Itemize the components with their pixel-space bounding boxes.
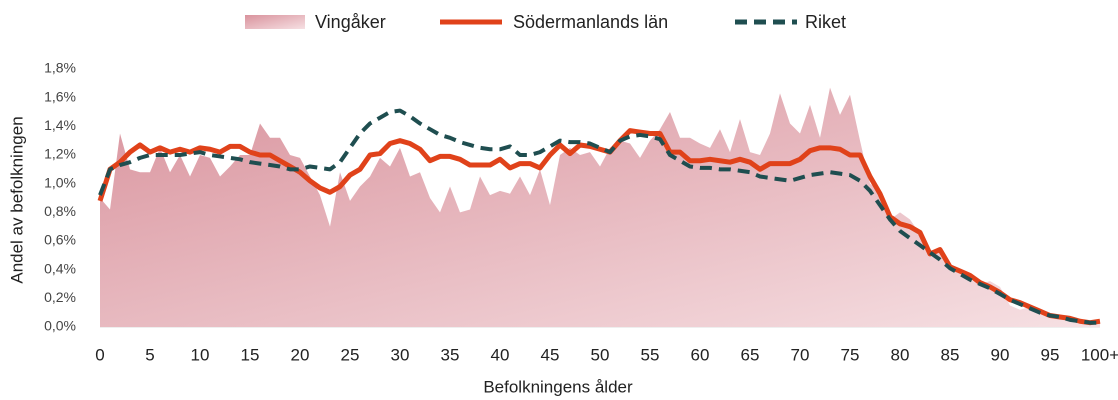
x-tick-label: 0 xyxy=(95,345,104,364)
x-tick-label: 5 xyxy=(145,345,154,364)
x-tick-label: 35 xyxy=(441,345,460,364)
x-tick-label: 10 xyxy=(191,345,210,364)
legend-label: Vingåker xyxy=(315,12,386,32)
y-tick-label: 0,6% xyxy=(44,232,76,248)
y-tick-label: 1,4% xyxy=(44,117,76,133)
x-tick-label: 40 xyxy=(491,345,510,364)
legend-swatch xyxy=(245,15,305,29)
legend-label: Södermanlands län xyxy=(513,12,668,32)
x-tick-label: 15 xyxy=(241,345,260,364)
x-tick-label: 100+ xyxy=(1081,345,1118,364)
line xyxy=(98,108,1100,325)
x-tick-label: 65 xyxy=(741,345,760,364)
x-tick-label: 30 xyxy=(391,345,410,364)
y-tick-label: 0,8% xyxy=(44,203,76,219)
y-tick-label: 1,8% xyxy=(44,60,76,76)
y-tick-label: 1,2% xyxy=(44,146,76,162)
y-tick-label: 1,6% xyxy=(44,88,76,104)
x-tick-label: 80 xyxy=(891,345,910,364)
y-axis-title: Andel av befolkningen xyxy=(7,116,26,283)
x-tick-label: 60 xyxy=(691,345,710,364)
y-tick-label: 0,4% xyxy=(44,260,76,276)
x-tick-label: 95 xyxy=(1041,345,1060,364)
x-tick-label: 55 xyxy=(641,345,660,364)
x-tick-label: 90 xyxy=(991,345,1010,364)
x-tick-label: 25 xyxy=(341,345,360,364)
x-tick-label: 20 xyxy=(291,345,310,364)
x-tick-label: 50 xyxy=(591,345,610,364)
x-axis-title: Befolkningens ålder xyxy=(483,377,633,396)
x-tick-label: 75 xyxy=(841,345,860,364)
x-tick-label: 70 xyxy=(791,345,810,364)
x-tick-label: 85 xyxy=(941,345,960,364)
x-tick-label: 45 xyxy=(541,345,560,364)
legend-label: Riket xyxy=(805,12,846,32)
y-tick-label: 0,0% xyxy=(44,318,76,334)
y-tick-label: 0,2% xyxy=(44,289,76,305)
area xyxy=(100,87,1100,327)
y-tick-label: 1,0% xyxy=(44,174,76,190)
